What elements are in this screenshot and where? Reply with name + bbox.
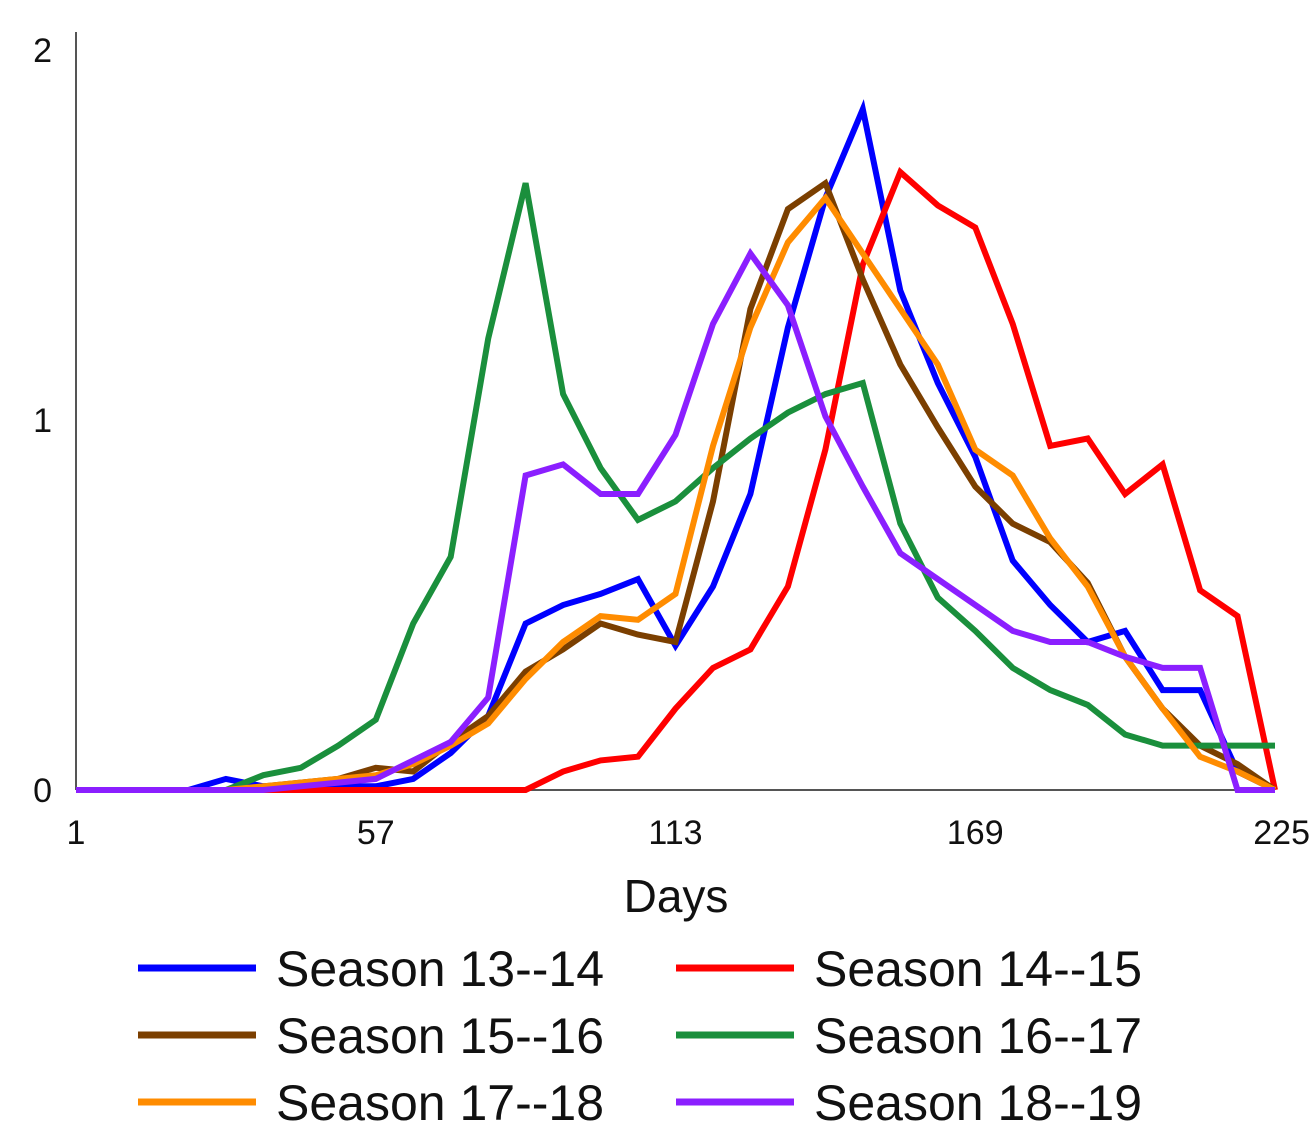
series-line-6 (76, 247, 1275, 793)
legend: Season 13--14 Season 14--15 Season 15--16 S… (138, 941, 1142, 1131)
series-line-5 (76, 193, 1277, 793)
legend-label: Season 13--14 (276, 941, 604, 997)
series-lines (76, 99, 1278, 793)
legend-item: Season 14--15 (676, 941, 1142, 997)
y-tick-label: 2 (33, 32, 52, 70)
axes (75, 32, 1275, 791)
x-tick-label: 1 (67, 814, 86, 852)
x-tick-label: 57 (357, 814, 395, 852)
legend-label: Season 18--19 (814, 1075, 1142, 1130)
series-line-4 (76, 182, 1275, 793)
legend-label: Season 16--17 (814, 1008, 1142, 1064)
legend-item: Season 15--16 (138, 1008, 604, 1064)
x-tick-labels: 1 57 113 169 225 (67, 814, 1310, 852)
x-tick-label: 169 (947, 814, 1004, 852)
series-line-2 (76, 167, 1278, 793)
series-line-3 (76, 178, 1277, 793)
x-tick-label: 113 (648, 814, 702, 852)
legend-item: Season 17--18 (138, 1075, 604, 1131)
x-tick-label: 225 (1253, 814, 1310, 852)
x-axis-label: Days (624, 870, 729, 922)
legend-label: Season 14--15 (814, 941, 1142, 997)
y-tick-label: 0 (33, 772, 52, 810)
legend-item: Season 18--19 (676, 1075, 1142, 1131)
y-tick-labels: 0 1 2 (33, 32, 52, 810)
y-tick-label: 1 (33, 402, 52, 440)
legend-item: Season 13--14 (138, 941, 604, 997)
legend-label: Season 15--16 (276, 1008, 604, 1064)
legend-item: Season 16--17 (676, 1008, 1142, 1064)
legend-label: Season 17--18 (276, 1075, 604, 1130)
